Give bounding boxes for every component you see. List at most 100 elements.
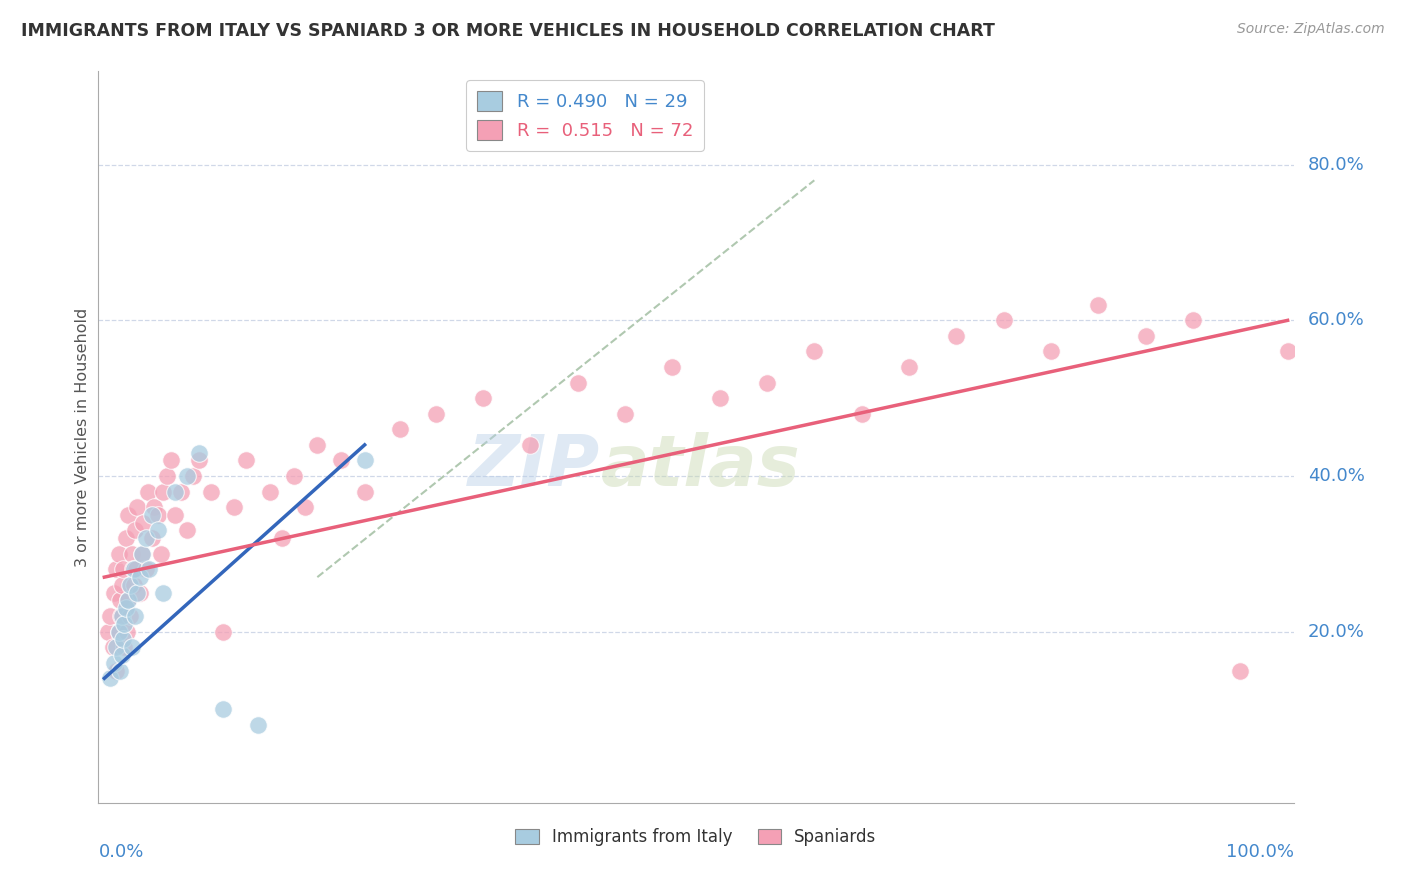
Point	[993, 313, 1015, 327]
Point	[120, 578, 142, 592]
Point	[141, 508, 163, 522]
Point	[165, 508, 187, 522]
Point	[107, 624, 129, 639]
Point	[124, 609, 146, 624]
Point	[103, 656, 125, 670]
Point	[567, 376, 589, 390]
Point	[98, 609, 121, 624]
Point	[224, 500, 246, 515]
Point	[307, 438, 329, 452]
Point	[115, 624, 138, 639]
Point	[614, 407, 637, 421]
Point	[294, 500, 316, 515]
Point	[803, 344, 825, 359]
Point	[117, 593, 139, 607]
Point	[709, 391, 731, 405]
Point	[111, 578, 134, 592]
Point	[1229, 664, 1251, 678]
Text: atlas: atlas	[600, 432, 800, 500]
Legend: Immigrants from Italy, Spaniards: Immigrants from Italy, Spaniards	[509, 822, 883, 853]
Point	[97, 624, 120, 639]
Point	[105, 640, 128, 655]
Point	[176, 524, 198, 538]
Point	[283, 469, 305, 483]
Point	[135, 562, 157, 576]
Point	[117, 593, 139, 607]
Point	[112, 562, 135, 576]
Point	[270, 531, 292, 545]
Point	[945, 329, 967, 343]
Point	[235, 453, 257, 467]
Point	[181, 469, 204, 483]
Point	[188, 453, 211, 467]
Point	[114, 531, 136, 545]
Text: 60.0%: 60.0%	[1308, 311, 1365, 329]
Point	[128, 585, 150, 599]
Point	[124, 524, 146, 538]
Text: 20.0%: 20.0%	[1308, 623, 1365, 640]
Text: 100.0%: 100.0%	[1226, 843, 1294, 861]
Point	[98, 671, 121, 685]
Point	[1135, 329, 1157, 343]
Point	[1087, 298, 1109, 312]
Point	[755, 376, 778, 390]
Point	[165, 484, 187, 499]
Point	[146, 524, 169, 538]
Point	[114, 616, 136, 631]
Point	[125, 562, 148, 576]
Point	[138, 562, 160, 576]
Point	[156, 469, 179, 483]
Point	[247, 718, 270, 732]
Text: IMMIGRANTS FROM ITALY VS SPANIARD 3 OR MORE VEHICLES IN HOUSEHOLD CORRELATION CH: IMMIGRANTS FROM ITALY VS SPANIARD 3 OR M…	[21, 22, 995, 40]
Point	[111, 609, 134, 624]
Point	[107, 547, 129, 561]
Point	[1277, 344, 1299, 359]
Point	[152, 484, 174, 499]
Point	[127, 500, 149, 515]
Point	[1039, 344, 1062, 359]
Point	[159, 453, 181, 467]
Point	[108, 593, 131, 607]
Point	[472, 391, 495, 405]
Point	[136, 484, 159, 499]
Point	[170, 484, 193, 499]
Point	[211, 624, 233, 639]
Point	[120, 609, 142, 624]
Point	[127, 585, 149, 599]
Point	[188, 445, 211, 459]
Point	[121, 562, 143, 576]
Point	[107, 624, 129, 639]
Point	[259, 484, 281, 499]
Text: 80.0%: 80.0%	[1308, 156, 1365, 174]
Point	[111, 648, 134, 662]
Point	[135, 531, 157, 545]
Point	[141, 531, 163, 545]
Point	[105, 562, 128, 576]
Text: ZIP: ZIP	[468, 432, 600, 500]
Point	[389, 422, 412, 436]
Point	[122, 562, 145, 576]
Point	[121, 640, 143, 655]
Text: 40.0%: 40.0%	[1308, 467, 1365, 485]
Point	[211, 702, 233, 716]
Point	[103, 585, 125, 599]
Point	[897, 359, 920, 374]
Point	[143, 500, 166, 515]
Y-axis label: 3 or more Vehicles in Household: 3 or more Vehicles in Household	[75, 308, 90, 566]
Point	[117, 508, 139, 522]
Point	[114, 601, 136, 615]
Point	[131, 547, 153, 561]
Point	[200, 484, 222, 499]
Point	[1181, 313, 1204, 327]
Point	[105, 664, 128, 678]
Point	[176, 469, 198, 483]
Point	[128, 570, 150, 584]
Point	[330, 453, 353, 467]
Point	[121, 547, 143, 561]
Point	[519, 438, 541, 452]
Point	[101, 640, 124, 655]
Point	[661, 359, 683, 374]
Point	[108, 664, 131, 678]
Point	[425, 407, 447, 421]
Text: 0.0%: 0.0%	[98, 843, 143, 861]
